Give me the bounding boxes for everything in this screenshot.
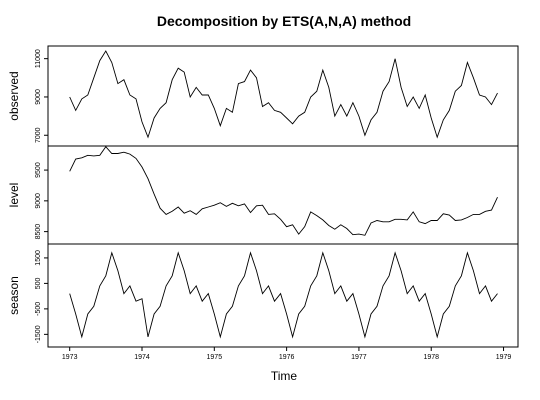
series-line-level	[69, 145, 498, 236]
panels-layer: 7000 9000 11000 observed 8500 9000 9500 level -1…	[7, 45, 519, 348]
panel-frame-level	[47, 145, 519, 245]
panel-level: 8500 9000 9500 level	[7, 145, 519, 245]
y-axis-label-season: season	[7, 276, 21, 315]
x-tick-label: 1976	[279, 354, 295, 361]
x-tick-label: 1977	[351, 354, 367, 361]
panel-season: -1500 -500 500 1500 season	[7, 243, 519, 348]
y-tick-label: -500	[35, 302, 42, 316]
y-tick-label: -1500	[35, 325, 42, 343]
y-tick-label: 9500	[35, 162, 42, 178]
x-tick-label: 1975	[207, 354, 223, 361]
y-tick-label: 9000	[35, 89, 42, 105]
y-tick-label: 9000	[35, 193, 42, 209]
x-tick-label: 1974	[134, 354, 150, 361]
x-axis: 1973 1974 1975 1976 1977 1978 1979	[62, 346, 512, 361]
panel-frame-season	[47, 243, 519, 348]
y-tick-label: 8500	[35, 224, 42, 240]
chart-title: Decomposition by ETS(A,N,A) method	[157, 13, 411, 29]
y-axis-label-level: level	[7, 183, 21, 208]
x-axis-label: Time	[271, 369, 298, 383]
x-tick-label: 1979	[496, 354, 512, 361]
y-tick-label: 1500	[35, 250, 42, 266]
series-line-observed	[69, 50, 498, 139]
panel-frame-observed	[47, 45, 519, 147]
y-tick-label: 11000	[35, 49, 42, 68]
x-tick-label: 1978	[423, 354, 439, 361]
y-axis-label-observed: observed	[7, 71, 21, 120]
x-tick-label: 1973	[62, 354, 78, 361]
y-tick-label: 7000	[35, 127, 42, 143]
y-tick-label: 500	[35, 277, 42, 289]
panel-observed: 7000 9000 11000 observed	[7, 45, 519, 147]
series-line-season	[69, 251, 498, 339]
